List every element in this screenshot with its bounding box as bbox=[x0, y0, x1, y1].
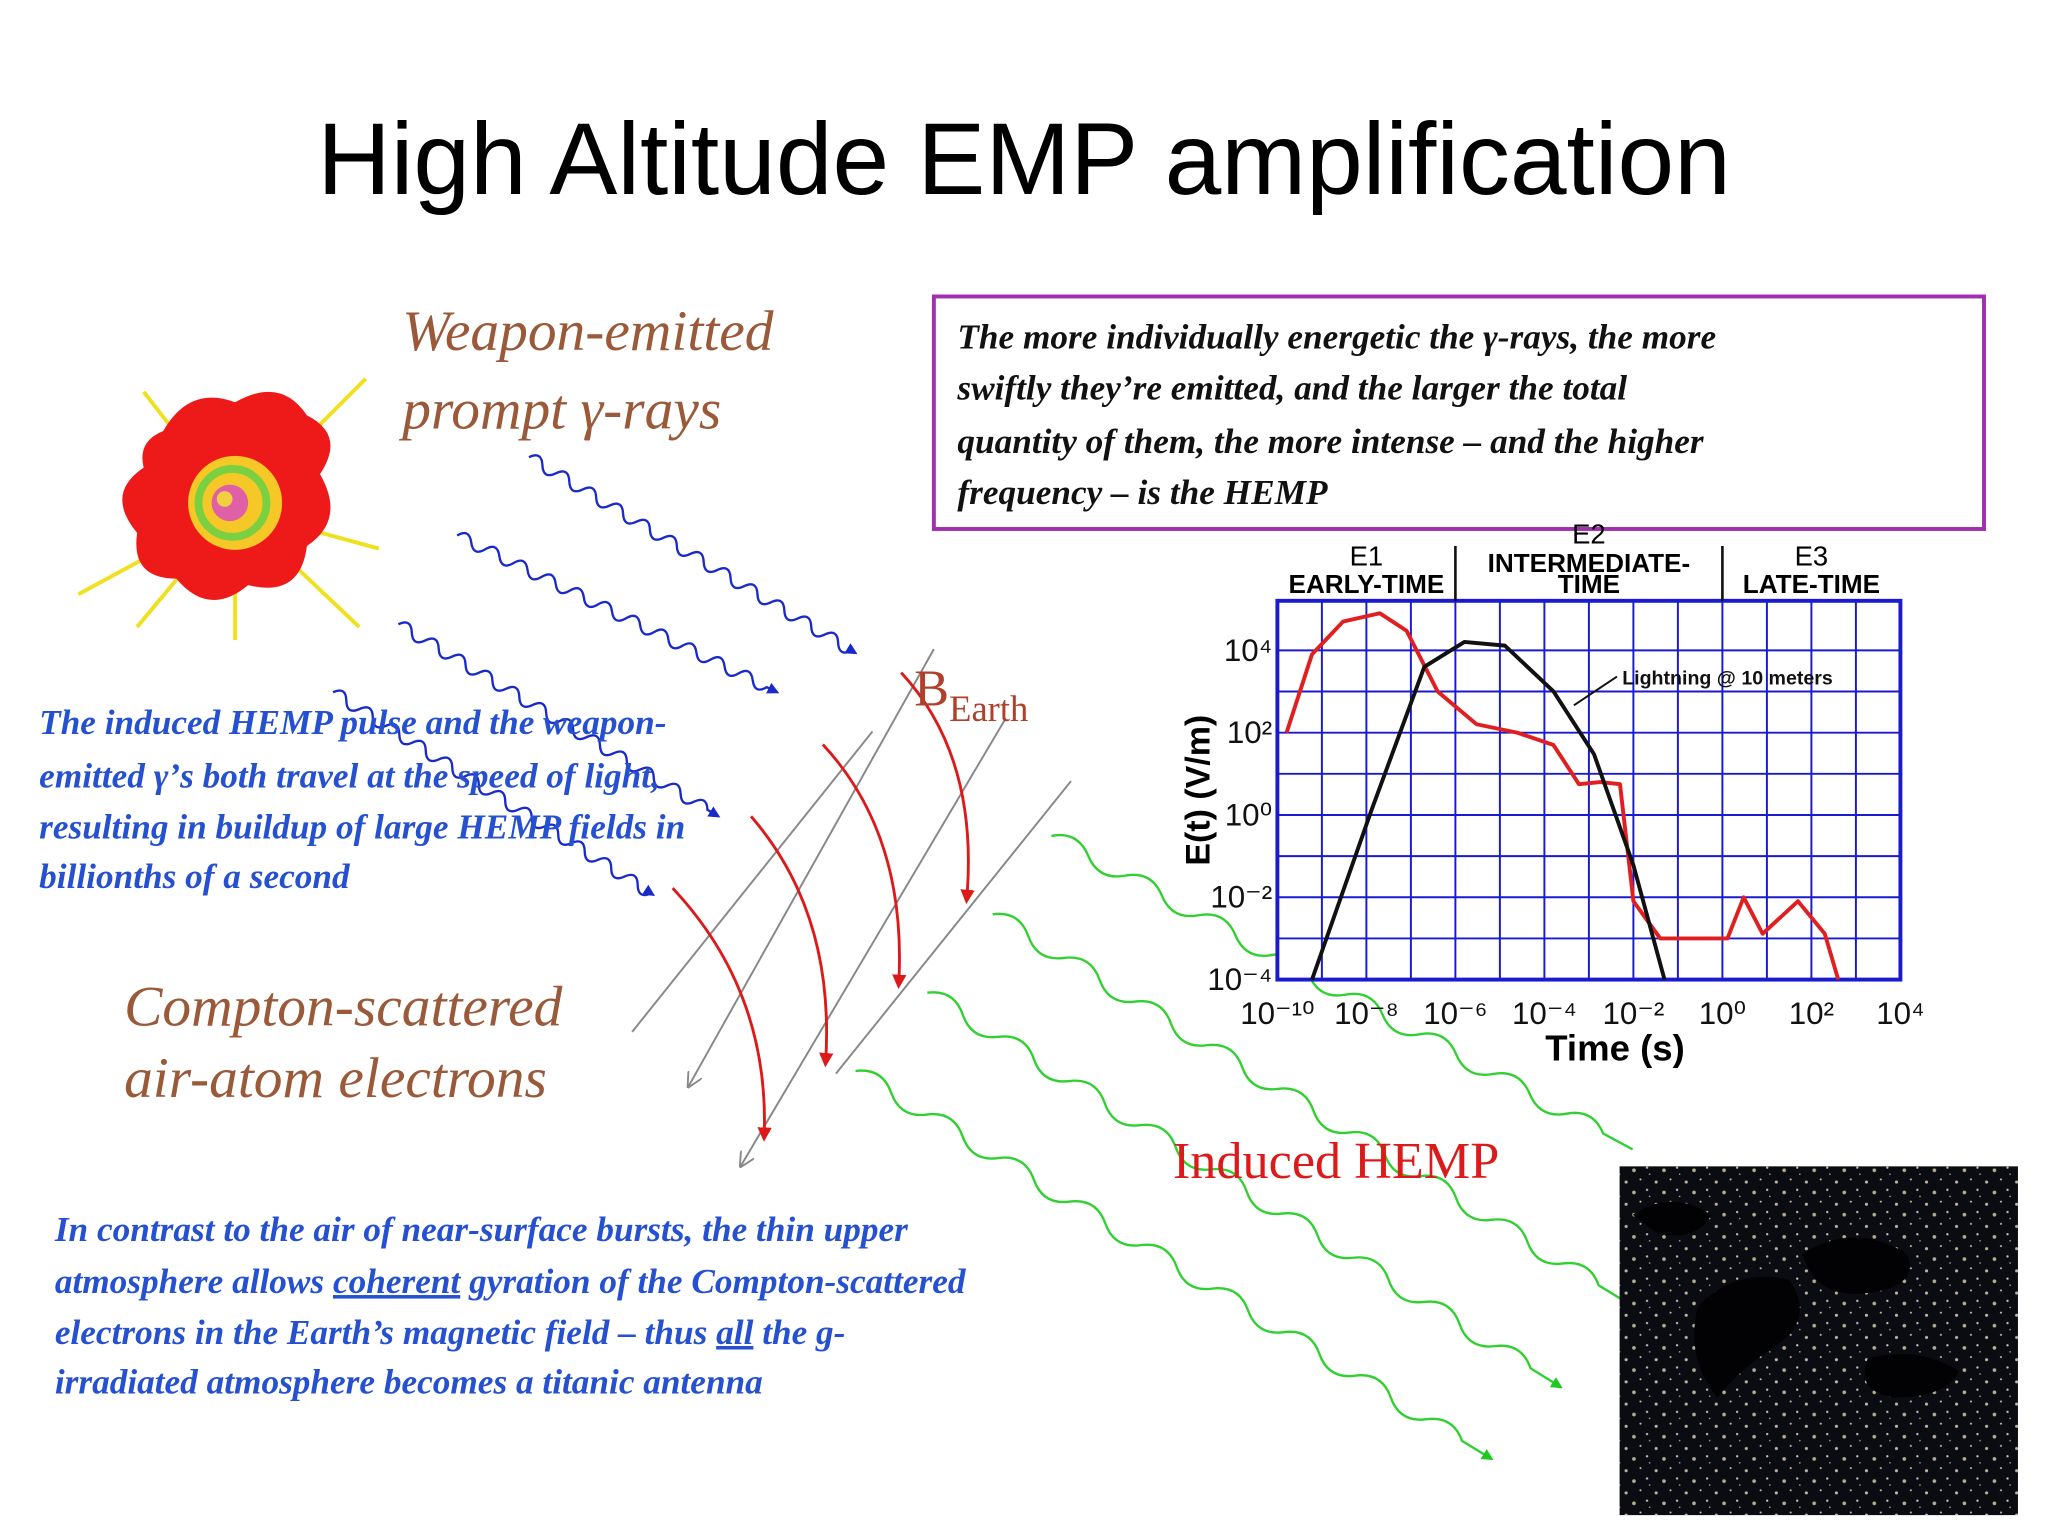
b-symbol: B bbox=[914, 659, 949, 717]
gyration-arrow bbox=[821, 743, 907, 989]
field-line bbox=[741, 717, 1007, 1166]
explosion-icon bbox=[77, 377, 380, 640]
text-run: gyration of the Compton-scattered bbox=[460, 1262, 967, 1301]
induced-hemp-label: Induced HEMP bbox=[1173, 1132, 1499, 1190]
y-tick-label: 10² bbox=[1227, 715, 1272, 750]
x-tick-label: 10² bbox=[1789, 996, 1834, 1031]
chart: 10⁻¹⁰ 10⁻⁸ 10⁻⁶ 10⁻⁴ 10⁻² 10⁰ 10² 10⁴ 10⁻⁴ 10⁻² 10… bbox=[1179, 518, 1924, 1068]
x-tick-label: 10⁻¹⁰ bbox=[1240, 996, 1314, 1031]
plot-frame bbox=[1275, 598, 1903, 982]
info-line: The more individually energetic the γ-ra… bbox=[957, 318, 1716, 357]
field-line bbox=[631, 730, 874, 1033]
hemp-wave bbox=[1051, 833, 1634, 1151]
hemp-wave bbox=[992, 912, 1635, 1308]
gamma-ray bbox=[528, 454, 858, 655]
x-tick-label: 10⁻⁶ bbox=[1423, 996, 1487, 1031]
weapon-label: Weapon-emitted prompt γ-rays bbox=[398, 300, 774, 441]
underlined-run: all bbox=[716, 1313, 753, 1352]
info-line: frequency – is the HEMP bbox=[957, 473, 1328, 512]
b-earth-label: BEarth bbox=[914, 659, 1028, 729]
text-run: electrons in the Earth’s magnetic field … bbox=[55, 1313, 716, 1352]
y-tick-label: 10⁻² bbox=[1210, 880, 1272, 915]
region-name: E2 bbox=[1572, 518, 1606, 549]
region-label: INTERMEDIATE- bbox=[1488, 548, 1691, 578]
info-box bbox=[931, 294, 1986, 531]
region-label: LATE-TIME bbox=[1743, 569, 1880, 599]
info-line: swiftly they’re emitted, and the larger … bbox=[956, 369, 1627, 408]
x-axis-label: Time (s) bbox=[1545, 1028, 1685, 1069]
y-tick-label: 10⁻⁴ bbox=[1207, 962, 1272, 997]
field-line bbox=[835, 780, 1072, 1075]
label-line: Weapon-emitted bbox=[402, 300, 774, 363]
y-tick-label: 10⁴ bbox=[1224, 633, 1272, 668]
gyration-arrow bbox=[749, 815, 834, 1068]
slide-title: High Altitude EMP amplification bbox=[317, 102, 1731, 216]
series-line bbox=[1284, 611, 1841, 981]
gamma-waves bbox=[332, 454, 858, 897]
region-label: EARLY-TIME bbox=[1289, 569, 1445, 599]
pulse-line: resulting in buildup of large HEMP field… bbox=[39, 808, 685, 847]
hemp-waves bbox=[855, 833, 1635, 1461]
hemp-wave bbox=[855, 1069, 1494, 1461]
pulse-line: emitted γ’s both travel at the speed of … bbox=[39, 757, 660, 796]
b-subscript: Earth bbox=[949, 688, 1028, 729]
x-tick-label: 10⁰ bbox=[1699, 996, 1746, 1031]
compton-label: Compton-scattered air-atom electrons bbox=[124, 975, 563, 1110]
contrast-line: irradiated atmosphere becomes a titanic … bbox=[55, 1363, 763, 1402]
series-line bbox=[1310, 639, 1667, 981]
gamma-ray bbox=[456, 531, 780, 694]
label-line: Compton-scattered bbox=[124, 975, 563, 1038]
label-line: prompt γ-rays bbox=[398, 378, 721, 441]
night-photo bbox=[1619, 1166, 2018, 1516]
x-tick-label: 10⁻⁸ bbox=[1334, 996, 1399, 1031]
region-label: TIME bbox=[1558, 569, 1620, 599]
field-line bbox=[688, 648, 935, 1087]
region-name: E1 bbox=[1350, 541, 1384, 572]
region-name: E3 bbox=[1795, 541, 1829, 572]
x-tick-label: 10⁻⁴ bbox=[1512, 996, 1577, 1031]
gamma-ray bbox=[332, 689, 656, 897]
y-axis-label: E(t) (V/m) bbox=[1179, 715, 1217, 866]
hemp-wave bbox=[927, 991, 1563, 1389]
pulse-line: The induced HEMP pulse and the weapon- bbox=[39, 703, 666, 742]
annotation-pointer bbox=[1573, 675, 1618, 707]
contrast-line: atmosphere allows coherent gyration of t… bbox=[55, 1262, 967, 1301]
text-run: the g- bbox=[753, 1313, 845, 1352]
gyration-arrow bbox=[671, 887, 772, 1142]
info-text: The more individually energetic the γ-ra… bbox=[956, 318, 1716, 512]
pulse-text: The induced HEMP pulse and the weapon- e… bbox=[39, 703, 685, 896]
text-run: atmosphere allows bbox=[55, 1262, 333, 1301]
gyration-arrow bbox=[900, 671, 975, 905]
gyration-arrows bbox=[671, 671, 975, 1142]
label-line: air-atom electrons bbox=[124, 1047, 547, 1110]
pulse-line: billionths of a second bbox=[39, 857, 351, 896]
contrast-text: In contrast to the air of near-surface b… bbox=[54, 1210, 967, 1402]
contrast-line: In contrast to the air of near-surface b… bbox=[54, 1210, 908, 1249]
annotation: Lightning @ 10 meters bbox=[1622, 667, 1833, 689]
contrast-line: electrons in the Earth’s magnetic field … bbox=[55, 1313, 846, 1352]
gamma-ray bbox=[397, 621, 721, 818]
underlined-run: coherent bbox=[333, 1262, 461, 1301]
y-tick-label: 10⁰ bbox=[1225, 797, 1272, 832]
x-tick-label: 10⁻² bbox=[1602, 996, 1664, 1031]
info-line: quantity of them, the more intense – and… bbox=[957, 422, 1703, 461]
x-tick-label: 10⁴ bbox=[1876, 996, 1924, 1031]
